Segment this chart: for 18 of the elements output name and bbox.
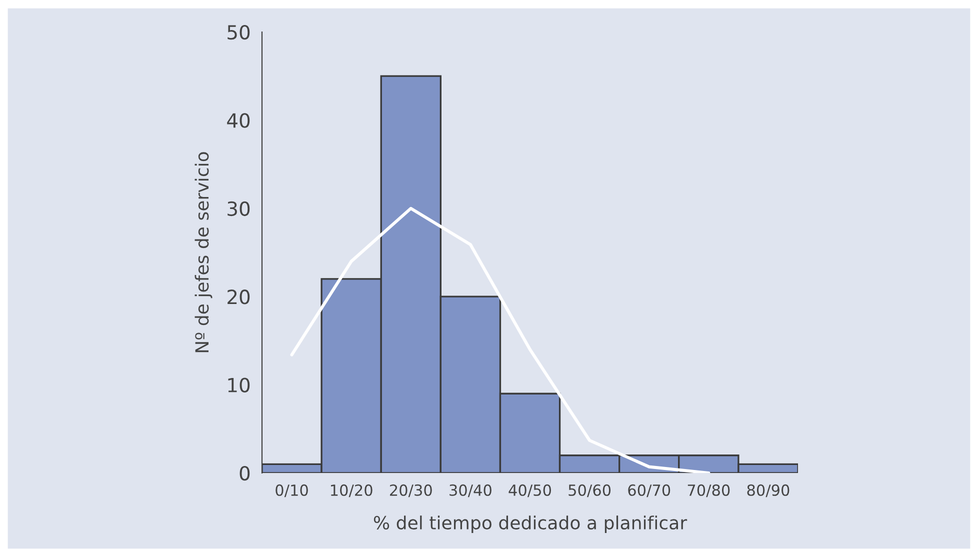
- y-tick-label: 30: [228, 201, 250, 216]
- x-tick-label: 50/60: [568, 484, 611, 498]
- x-tick-label: 20/30: [390, 484, 432, 498]
- x-tick-label: 0/10: [276, 484, 308, 498]
- x-tick-label: 40/50: [508, 484, 551, 498]
- y-tick-label: 20: [228, 290, 250, 304]
- x-tick-label: 70/80: [688, 484, 730, 498]
- x-tick-label: 10/20: [330, 484, 372, 498]
- x-tick-label: 60/70: [628, 484, 670, 498]
- y-tick-label: 40: [227, 113, 250, 128]
- y-axis-title: Nº de jefes de servicio: [194, 152, 212, 352]
- y-tick-label: 10: [228, 378, 250, 392]
- x-axis-title: % del tiempo dedicado a planificar: [374, 516, 688, 534]
- line-series: [290, 206, 710, 473]
- x-tick-label: 80/90: [747, 484, 790, 498]
- y-tick-label: 50: [228, 24, 250, 40]
- y-tick-label: 0: [240, 466, 250, 481]
- x-tick-label: 30/40: [450, 484, 492, 498]
